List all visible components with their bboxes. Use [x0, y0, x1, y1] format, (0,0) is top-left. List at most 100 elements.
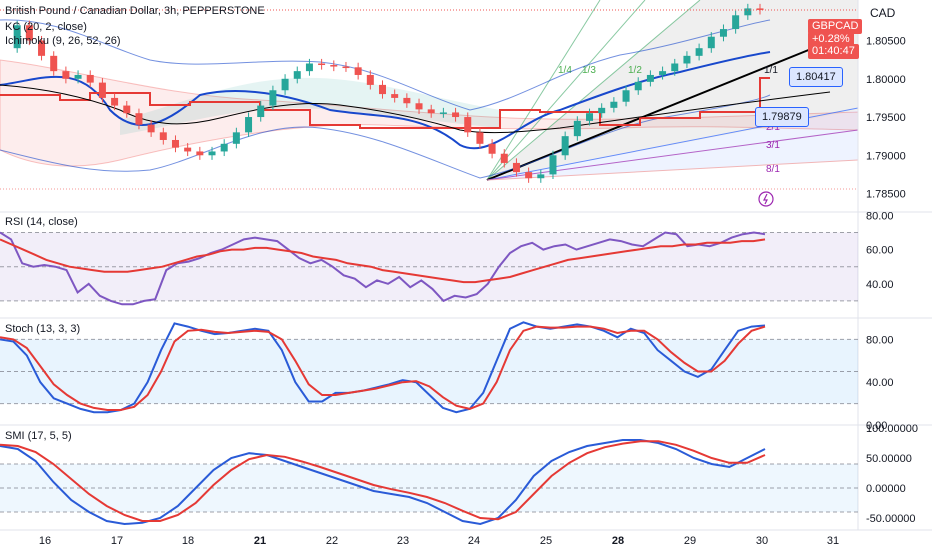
rsi-series-line: [0, 231, 766, 306]
time-axis-tick: 18: [182, 535, 194, 547]
currency-label[interactable]: CAD: [870, 6, 896, 20]
time-axis-tick: 24: [468, 535, 480, 547]
candle-body: [354, 67, 362, 75]
rsi-axis-tick: 80.00: [866, 210, 894, 222]
rsi-series-line: [0, 238, 766, 284]
candle-body: [123, 105, 131, 114]
fib-fan-line: [486, 0, 701, 181]
candle-body: [695, 48, 703, 56]
chart-title: British Pound / Canadian Dollar, 3h, PEP…: [5, 5, 265, 17]
ichimoku-base-line: [0, 77, 770, 129]
rsi-axis-tick: 60.00: [866, 245, 894, 257]
fib-fan-label: 1/3: [582, 65, 596, 76]
price-axis-tick: 1.80500: [866, 36, 906, 48]
candle-body: [379, 84, 386, 95]
stoch-axis-tick: 40.00: [866, 377, 894, 389]
candle-body: [403, 97, 411, 104]
countdown-tag: 01:40:47: [808, 44, 859, 59]
candle-body: [756, 8, 764, 10]
smi-axis-tick: 100.00000: [866, 423, 918, 435]
rsi-axis-tick: 40.00: [866, 279, 894, 291]
fib-fan-line: [486, 129, 859, 181]
price-level-a[interactable]: 1.80417: [789, 67, 843, 87]
ichimoku-legend[interactable]: Ichimoku (9, 26, 52, 26): [5, 35, 121, 47]
candle-body: [62, 71, 70, 79]
candle-body: [512, 162, 520, 173]
time-axis-tick: 31: [827, 535, 839, 547]
candle-body: [732, 15, 740, 30]
time-axis-tick: 29: [684, 535, 696, 547]
candle-body: [671, 63, 679, 72]
kc-upper-band: [0, 19, 771, 111]
kc-legend[interactable]: KC (20, 2, close): [5, 21, 87, 33]
time-axis-tick: 17: [111, 535, 123, 547]
candle-body: [220, 143, 228, 152]
symbol-tag: GBPCAD: [808, 19, 863, 34]
fib-fan-line: [486, 29, 859, 181]
candle-body: [74, 74, 82, 79]
candle-body: [707, 36, 715, 49]
candle-body: [537, 174, 545, 179]
candle-body: [196, 151, 204, 156]
candle-body: [98, 82, 106, 98]
candle-body: [159, 132, 167, 140]
candle-body: [50, 55, 58, 72]
price-axis-tick: 1.79000: [866, 150, 906, 162]
candle-body: [208, 151, 216, 156]
candle-body: [135, 113, 143, 125]
stoch-axis-tick: 0.00: [866, 420, 887, 432]
candle-body: [111, 97, 119, 106]
fib-fan-line: [486, 0, 601, 181]
candle-body: [452, 112, 460, 118]
candle-body: [488, 143, 496, 154]
candle-body: [391, 94, 399, 98]
candle-body: [318, 63, 326, 66]
candle-body: [184, 147, 192, 152]
candle-body: [13, 25, 21, 49]
fib-fan-label: 2/1: [766, 122, 780, 133]
smi-axis-tick: 0.00000: [866, 483, 906, 495]
candle-body: [646, 74, 654, 82]
smi-axis-tick: 50.00000: [866, 453, 912, 465]
candle-body: [305, 63, 313, 72]
fib-fan-line: [486, 0, 646, 181]
candle-body: [476, 132, 484, 144]
candle-body: [25, 25, 33, 41]
candle-body: [293, 71, 301, 79]
candle-body: [464, 117, 472, 133]
smi-series-line: [0, 439, 766, 526]
change-tag: +0.28%: [808, 32, 854, 47]
candle-body: [659, 71, 667, 75]
candle-body: [366, 74, 374, 85]
lightning-icon-bolt: [763, 193, 768, 205]
fib-fan-label: 1/4: [558, 65, 572, 76]
candle-body: [330, 65, 338, 67]
candle-body: [573, 120, 581, 137]
price-axis-tick: 1.80000: [866, 74, 906, 86]
smi-series-line: [0, 440, 766, 522]
candle-body: [38, 40, 46, 56]
rsi-label[interactable]: RSI (14, close): [5, 216, 78, 228]
candle-body: [427, 109, 435, 114]
candle-body: [171, 139, 179, 148]
stoch-axis-tick: 80.00: [866, 334, 894, 346]
time-axis-tick: 30: [756, 535, 768, 547]
price-axis-tick: 1.78500: [866, 189, 906, 201]
time-axis-tick: 28: [612, 535, 624, 547]
time-axis-tick: 23: [397, 535, 409, 547]
fib-fan-label: 3/1: [766, 140, 780, 151]
smi-label[interactable]: SMI (17, 5, 5): [5, 430, 72, 442]
price-level-b[interactable]: 1.79879: [755, 107, 809, 127]
candle-body: [86, 74, 94, 83]
candle-body: [719, 29, 727, 37]
candle-body: [147, 124, 155, 133]
candle-body: [586, 113, 594, 121]
fib-fan-label: 8/1: [766, 164, 780, 175]
stoch-label[interactable]: Stoch (13, 3, 3): [5, 323, 81, 335]
candle-body: [342, 66, 350, 69]
lightning-icon: [758, 191, 774, 207]
candle-body: [269, 90, 277, 106]
candle-body: [415, 103, 423, 110]
